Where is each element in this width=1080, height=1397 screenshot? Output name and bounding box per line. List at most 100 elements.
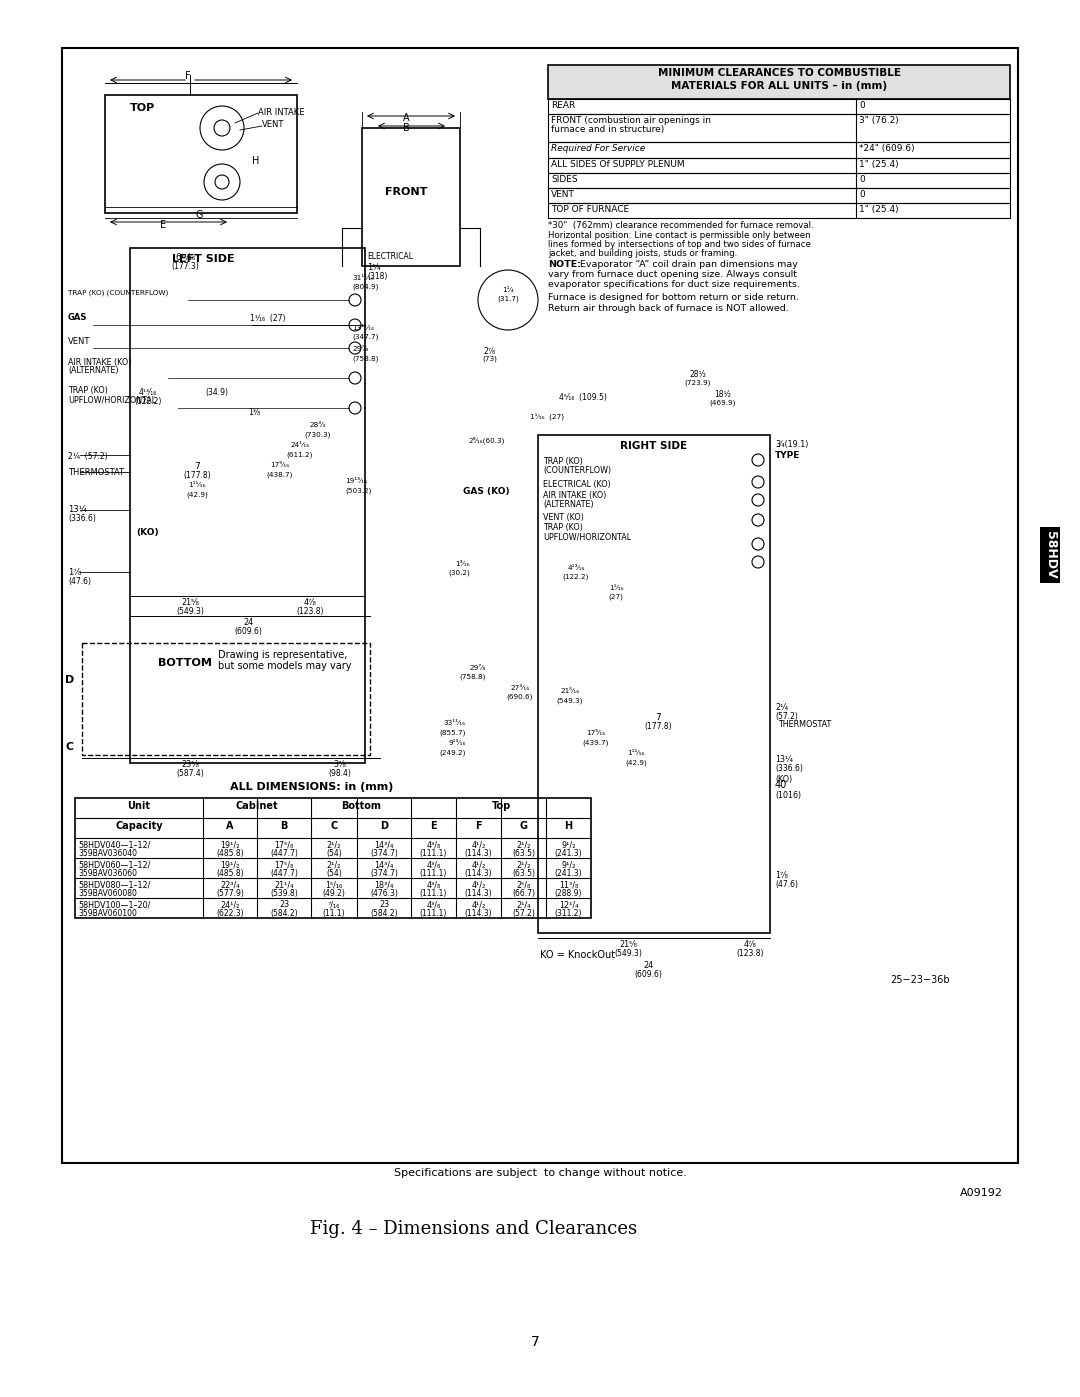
- Text: (549.3): (549.3): [615, 949, 642, 958]
- Text: (439.7): (439.7): [583, 739, 609, 746]
- Text: (311.2): (311.2): [555, 909, 582, 918]
- Text: GAS: GAS: [68, 313, 87, 323]
- Text: (241.3): (241.3): [555, 869, 582, 877]
- Text: (ALTERNATE): (ALTERNATE): [68, 366, 119, 376]
- Text: 4¹/₂: 4¹/₂: [471, 861, 486, 869]
- Text: G: G: [519, 821, 527, 831]
- Text: TYPE: TYPE: [775, 451, 800, 460]
- Text: 2⁵/₈: 2⁵/₈: [516, 880, 530, 888]
- Text: (31.7): (31.7): [497, 296, 518, 303]
- Text: 28³⁄₄: 28³⁄₄: [310, 422, 326, 427]
- Text: 3⁷⁄₈: 3⁷⁄₈: [334, 760, 347, 768]
- Text: GAS (KO): GAS (KO): [463, 488, 510, 496]
- Text: Fig. 4 – Dimensions and Clearances: Fig. 4 – Dimensions and Clearances: [310, 1220, 637, 1238]
- Text: B: B: [281, 821, 287, 831]
- Text: (438.7): (438.7): [267, 471, 293, 478]
- Text: 28¹⁄₂: 28¹⁄₂: [689, 370, 706, 379]
- Text: VENT: VENT: [262, 120, 284, 129]
- Text: (758.8): (758.8): [352, 355, 378, 362]
- Text: (549.3): (549.3): [176, 608, 204, 616]
- Text: (539.8): (539.8): [270, 888, 298, 898]
- Text: 58HDV040—1–12/: 58HDV040—1–12/: [78, 840, 150, 849]
- Text: 1¹¹⁄₁₆: 1¹¹⁄₁₆: [627, 750, 645, 756]
- Text: 4³/₈: 4³/₈: [427, 880, 441, 888]
- Text: 58HDV080—1–12/: 58HDV080—1–12/: [78, 880, 150, 888]
- Text: 2¹/₂: 2¹/₂: [516, 840, 530, 849]
- Text: UPFLOW/HORIZONTAL: UPFLOW/HORIZONTAL: [543, 532, 631, 541]
- Text: Return air through back of furnace is NOT allowed.: Return air through back of furnace is NO…: [548, 305, 788, 313]
- Text: REAR: REAR: [551, 101, 576, 110]
- Bar: [538, 434, 770, 933]
- Text: (730.3): (730.3): [305, 432, 332, 437]
- Text: 4⁷⁄₈: 4⁷⁄₈: [743, 940, 756, 949]
- Text: 58HDV100—1–20/: 58HDV100—1–20/: [78, 900, 150, 909]
- Text: E: E: [160, 219, 166, 231]
- Text: (57.2): (57.2): [512, 909, 535, 918]
- Text: (374.7): (374.7): [370, 849, 397, 858]
- Text: ALL DIMENSIONS: in (mm): ALL DIMENSIONS: in (mm): [230, 782, 393, 792]
- Text: (804.9): (804.9): [352, 284, 378, 291]
- Text: 4⁵⁄₁₆  (109.5): 4⁵⁄₁₆ (109.5): [559, 393, 607, 402]
- Text: TRAP (KO): TRAP (KO): [543, 522, 583, 532]
- Text: (42.9): (42.9): [625, 759, 647, 766]
- Text: 17⁵⁄₁₆: 17⁵⁄₁₆: [586, 731, 606, 736]
- Text: (249.2): (249.2): [440, 749, 465, 756]
- Text: (690.6): (690.6): [507, 694, 534, 700]
- Text: (122.2): (122.2): [134, 397, 162, 407]
- Text: (123.8): (123.8): [296, 608, 324, 616]
- Text: but some models may vary: but some models may vary: [218, 661, 351, 671]
- Text: Specifications are subject  to change without notice.: Specifications are subject to change wit…: [393, 1168, 687, 1178]
- Text: 19¹³⁄₁₆: 19¹³⁄₁₆: [345, 478, 367, 483]
- Text: (47.6): (47.6): [775, 880, 798, 888]
- Text: (54): (54): [326, 849, 342, 858]
- Text: TRAP (KO): TRAP (KO): [543, 457, 583, 467]
- Text: 4¹³⁄₁₆: 4¹³⁄₁₆: [139, 388, 158, 397]
- Text: (98.4): (98.4): [328, 768, 351, 778]
- Text: (609.6): (609.6): [634, 970, 662, 979]
- Text: A: A: [403, 113, 409, 123]
- Text: (374.7): (374.7): [370, 869, 397, 877]
- Text: F: F: [185, 71, 191, 81]
- Text: 9¹/₂: 9¹/₂: [562, 861, 576, 869]
- Text: Cabinet: Cabinet: [235, 800, 279, 812]
- Text: (447.7): (447.7): [270, 869, 298, 877]
- Text: (KO): (KO): [137, 528, 160, 536]
- Text: (758.8): (758.8): [460, 673, 486, 680]
- Text: (347.7): (347.7): [352, 334, 378, 341]
- Text: C: C: [330, 821, 338, 831]
- Text: (114.3): (114.3): [464, 849, 492, 858]
- Bar: [548, 189, 1010, 203]
- Text: Drawing is representative,: Drawing is representative,: [218, 650, 348, 659]
- Text: RIGHT SIDE: RIGHT SIDE: [620, 441, 688, 451]
- Text: 24¹/₂: 24¹/₂: [220, 900, 240, 909]
- Text: jacket, and building joists, studs or framing.: jacket, and building joists, studs or fr…: [548, 249, 738, 258]
- Text: KO = KnockOut: KO = KnockOut: [540, 950, 616, 960]
- Text: 14³/₄: 14³/₄: [375, 861, 393, 869]
- Bar: [362, 129, 460, 265]
- Text: Top: Top: [491, 800, 511, 812]
- Text: Furnace is designed for bottom return or side return.: Furnace is designed for bottom return or…: [548, 293, 799, 302]
- Text: (49.2): (49.2): [323, 888, 346, 898]
- Text: (584.2): (584.2): [270, 909, 298, 918]
- Text: (47.6): (47.6): [68, 577, 91, 585]
- Text: 9¹/₂: 9¹/₂: [562, 840, 576, 849]
- Text: ⁷/₁₆: ⁷/₁₆: [328, 900, 340, 909]
- Text: 6¹¹⁄₁₆: 6¹¹⁄₁₆: [175, 253, 195, 263]
- Bar: [548, 142, 1010, 158]
- Text: AIR INTAKE: AIR INTAKE: [258, 108, 305, 117]
- Text: 11³/₈: 11³/₈: [558, 880, 578, 888]
- Text: 1¹⁄₄: 1¹⁄₄: [502, 286, 514, 293]
- Text: 1³⁄₁₆: 1³⁄₁₆: [456, 562, 470, 567]
- Text: (COUNTERFLOW): (COUNTERFLOW): [543, 467, 611, 475]
- Text: 18¹⁄₂: 18¹⁄₂: [715, 390, 731, 400]
- Text: (177.3): (177.3): [171, 263, 199, 271]
- Text: (177.8): (177.8): [184, 471, 211, 481]
- Text: (336.6): (336.6): [68, 514, 96, 522]
- Text: (111.1): (111.1): [420, 869, 447, 877]
- Text: SIDES: SIDES: [551, 175, 578, 184]
- Text: (622.3): (622.3): [216, 909, 244, 918]
- Text: (288.9): (288.9): [555, 888, 582, 898]
- Text: 1¹⁄₁₆: 1¹⁄₁₆: [609, 585, 623, 591]
- Text: 3" (76.2): 3" (76.2): [859, 116, 899, 124]
- Text: (KO): (KO): [775, 775, 793, 784]
